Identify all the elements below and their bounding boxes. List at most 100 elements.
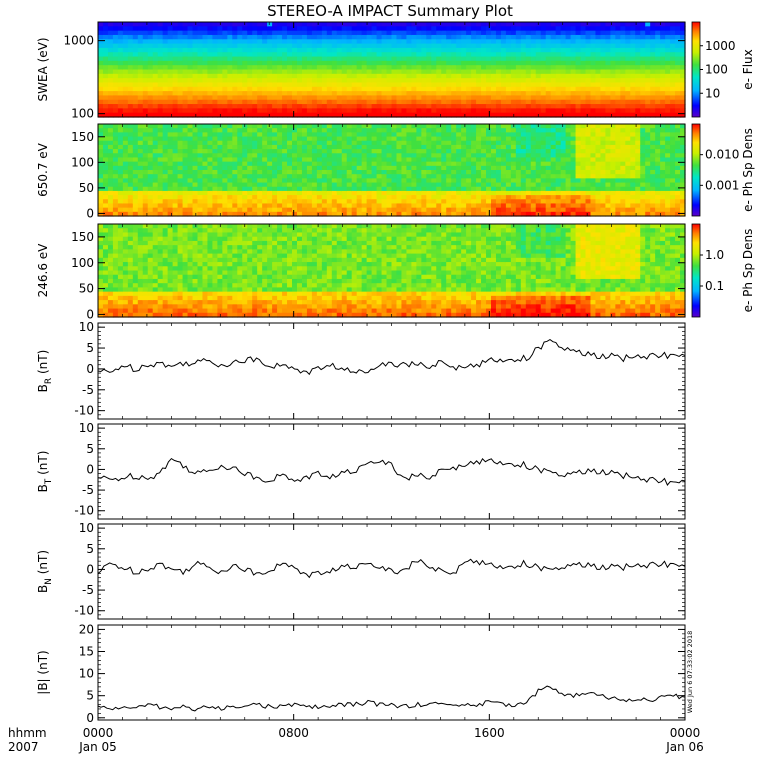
heatmap-cell: [436, 31, 442, 36]
heatmap-cell: [665, 35, 671, 40]
heatmap-cell: [471, 145, 477, 150]
heatmap-cell: [605, 39, 611, 44]
heatmap-cell: [193, 187, 199, 192]
heatmap-cell: [595, 35, 601, 40]
heatmap-cell: [590, 199, 596, 204]
heatmap-cell: [551, 157, 557, 162]
heatmap-cell: [178, 44, 184, 49]
heatmap-cell: [342, 39, 348, 44]
heatmap-cell: [143, 170, 149, 175]
heatmap-cell: [556, 191, 562, 196]
heatmap-cell: [665, 91, 671, 96]
heatmap-cell: [416, 74, 422, 79]
heatmap-cell: [163, 74, 169, 79]
heatmap-cell: [327, 149, 333, 154]
heatmap-cell: [118, 187, 124, 192]
heatmap-cell: [526, 199, 532, 204]
heatmap-cell: [586, 91, 592, 96]
heatmap-cell: [282, 35, 288, 40]
heatmap-cell: [506, 183, 512, 188]
heatmap-cell: [426, 26, 432, 31]
heatmap-cell: [357, 153, 363, 158]
heatmap-cell: [242, 195, 248, 200]
heatmap-cell: [635, 57, 641, 62]
heatmap-cell: [173, 87, 179, 92]
heatmap-cell: [227, 22, 233, 27]
heatmap-cell: [501, 48, 507, 53]
heatmap-cell: [367, 39, 373, 44]
heatmap-cell: [586, 170, 592, 175]
heatmap-cell: [212, 145, 218, 150]
heatmap-cell: [581, 39, 587, 44]
heatmap-cell: [242, 187, 248, 192]
heatmap-cell: [451, 82, 457, 87]
heatmap-cell: [451, 100, 457, 105]
heatmap-cell: [207, 104, 213, 109]
heatmap-cell: [605, 170, 611, 175]
heatmap-cell: [197, 44, 203, 49]
heatmap-cell: [322, 78, 328, 83]
heatmap-cell: [586, 87, 592, 92]
heatmap-cell: [471, 95, 477, 100]
heatmap-cell: [312, 153, 318, 158]
heatmap-cell: [595, 26, 601, 31]
heatmap-cell: [197, 100, 203, 105]
heatmap-cell: [546, 39, 552, 44]
heatmap-cell: [118, 39, 124, 44]
heatmap-cell: [352, 91, 358, 96]
heatmap-cell: [466, 95, 472, 100]
heatmap-cell: [566, 70, 572, 75]
heatmap-cell: [421, 35, 427, 40]
heatmap-cell: [332, 48, 338, 53]
heatmap-cell: [287, 166, 293, 171]
heatmap-cell: [128, 187, 134, 192]
heatmap-cell: [600, 195, 606, 200]
heatmap-cell: [615, 61, 621, 66]
heatmap-cell: [232, 174, 238, 179]
heatmap-cell: [267, 157, 273, 162]
heatmap-cell: [292, 124, 298, 129]
heatmap-cell: [581, 208, 587, 213]
heatmap-cell: [118, 108, 124, 113]
heatmap-cell: [396, 35, 402, 40]
heatmap-cell: [113, 26, 119, 31]
heatmap-cell: [387, 166, 393, 171]
heatmap-cell: [337, 178, 343, 183]
heatmap-cell: [551, 191, 557, 196]
heatmap-cell: [128, 203, 134, 208]
heatmap-cell: [322, 183, 328, 188]
heatmap-cell: [511, 44, 517, 49]
heatmap-cell: [411, 82, 417, 87]
heatmap-cell: [610, 108, 616, 113]
heatmap-cell: [491, 78, 497, 83]
heatmap-cell: [556, 199, 562, 204]
heatmap-cell: [426, 100, 432, 105]
heatmap-cell: [531, 100, 537, 105]
heatmap-cell: [322, 74, 328, 79]
heatmap-cell: [605, 48, 611, 53]
heatmap-cell: [511, 108, 517, 113]
heatmap-cell: [660, 39, 666, 44]
heatmap-cell: [262, 153, 268, 158]
heatmap-cell: [436, 149, 442, 154]
heatmap-cell: [357, 124, 363, 129]
heatmap-cell: [615, 199, 621, 204]
heatmap-cell: [426, 31, 432, 36]
heatmap-cell: [118, 31, 124, 36]
heatmap-cell: [312, 124, 318, 129]
heatmap-cell: [173, 132, 179, 137]
heatmap-cell: [352, 22, 358, 27]
heatmap-cell: [207, 141, 213, 146]
heatmap-cell: [406, 22, 412, 27]
heatmap-cell: [242, 95, 248, 100]
heatmap-cell: [476, 170, 482, 175]
heatmap-cell: [536, 132, 542, 137]
heatmap-cell: [436, 22, 442, 27]
heatmap-cell: [202, 22, 208, 27]
heatmap-cell: [367, 157, 373, 162]
heatmap-cell: [421, 153, 427, 158]
heatmap-cell: [610, 149, 616, 154]
heatmap-cell: [630, 26, 636, 31]
heatmap-cell: [227, 132, 233, 137]
heatmap-cell: [416, 149, 422, 154]
